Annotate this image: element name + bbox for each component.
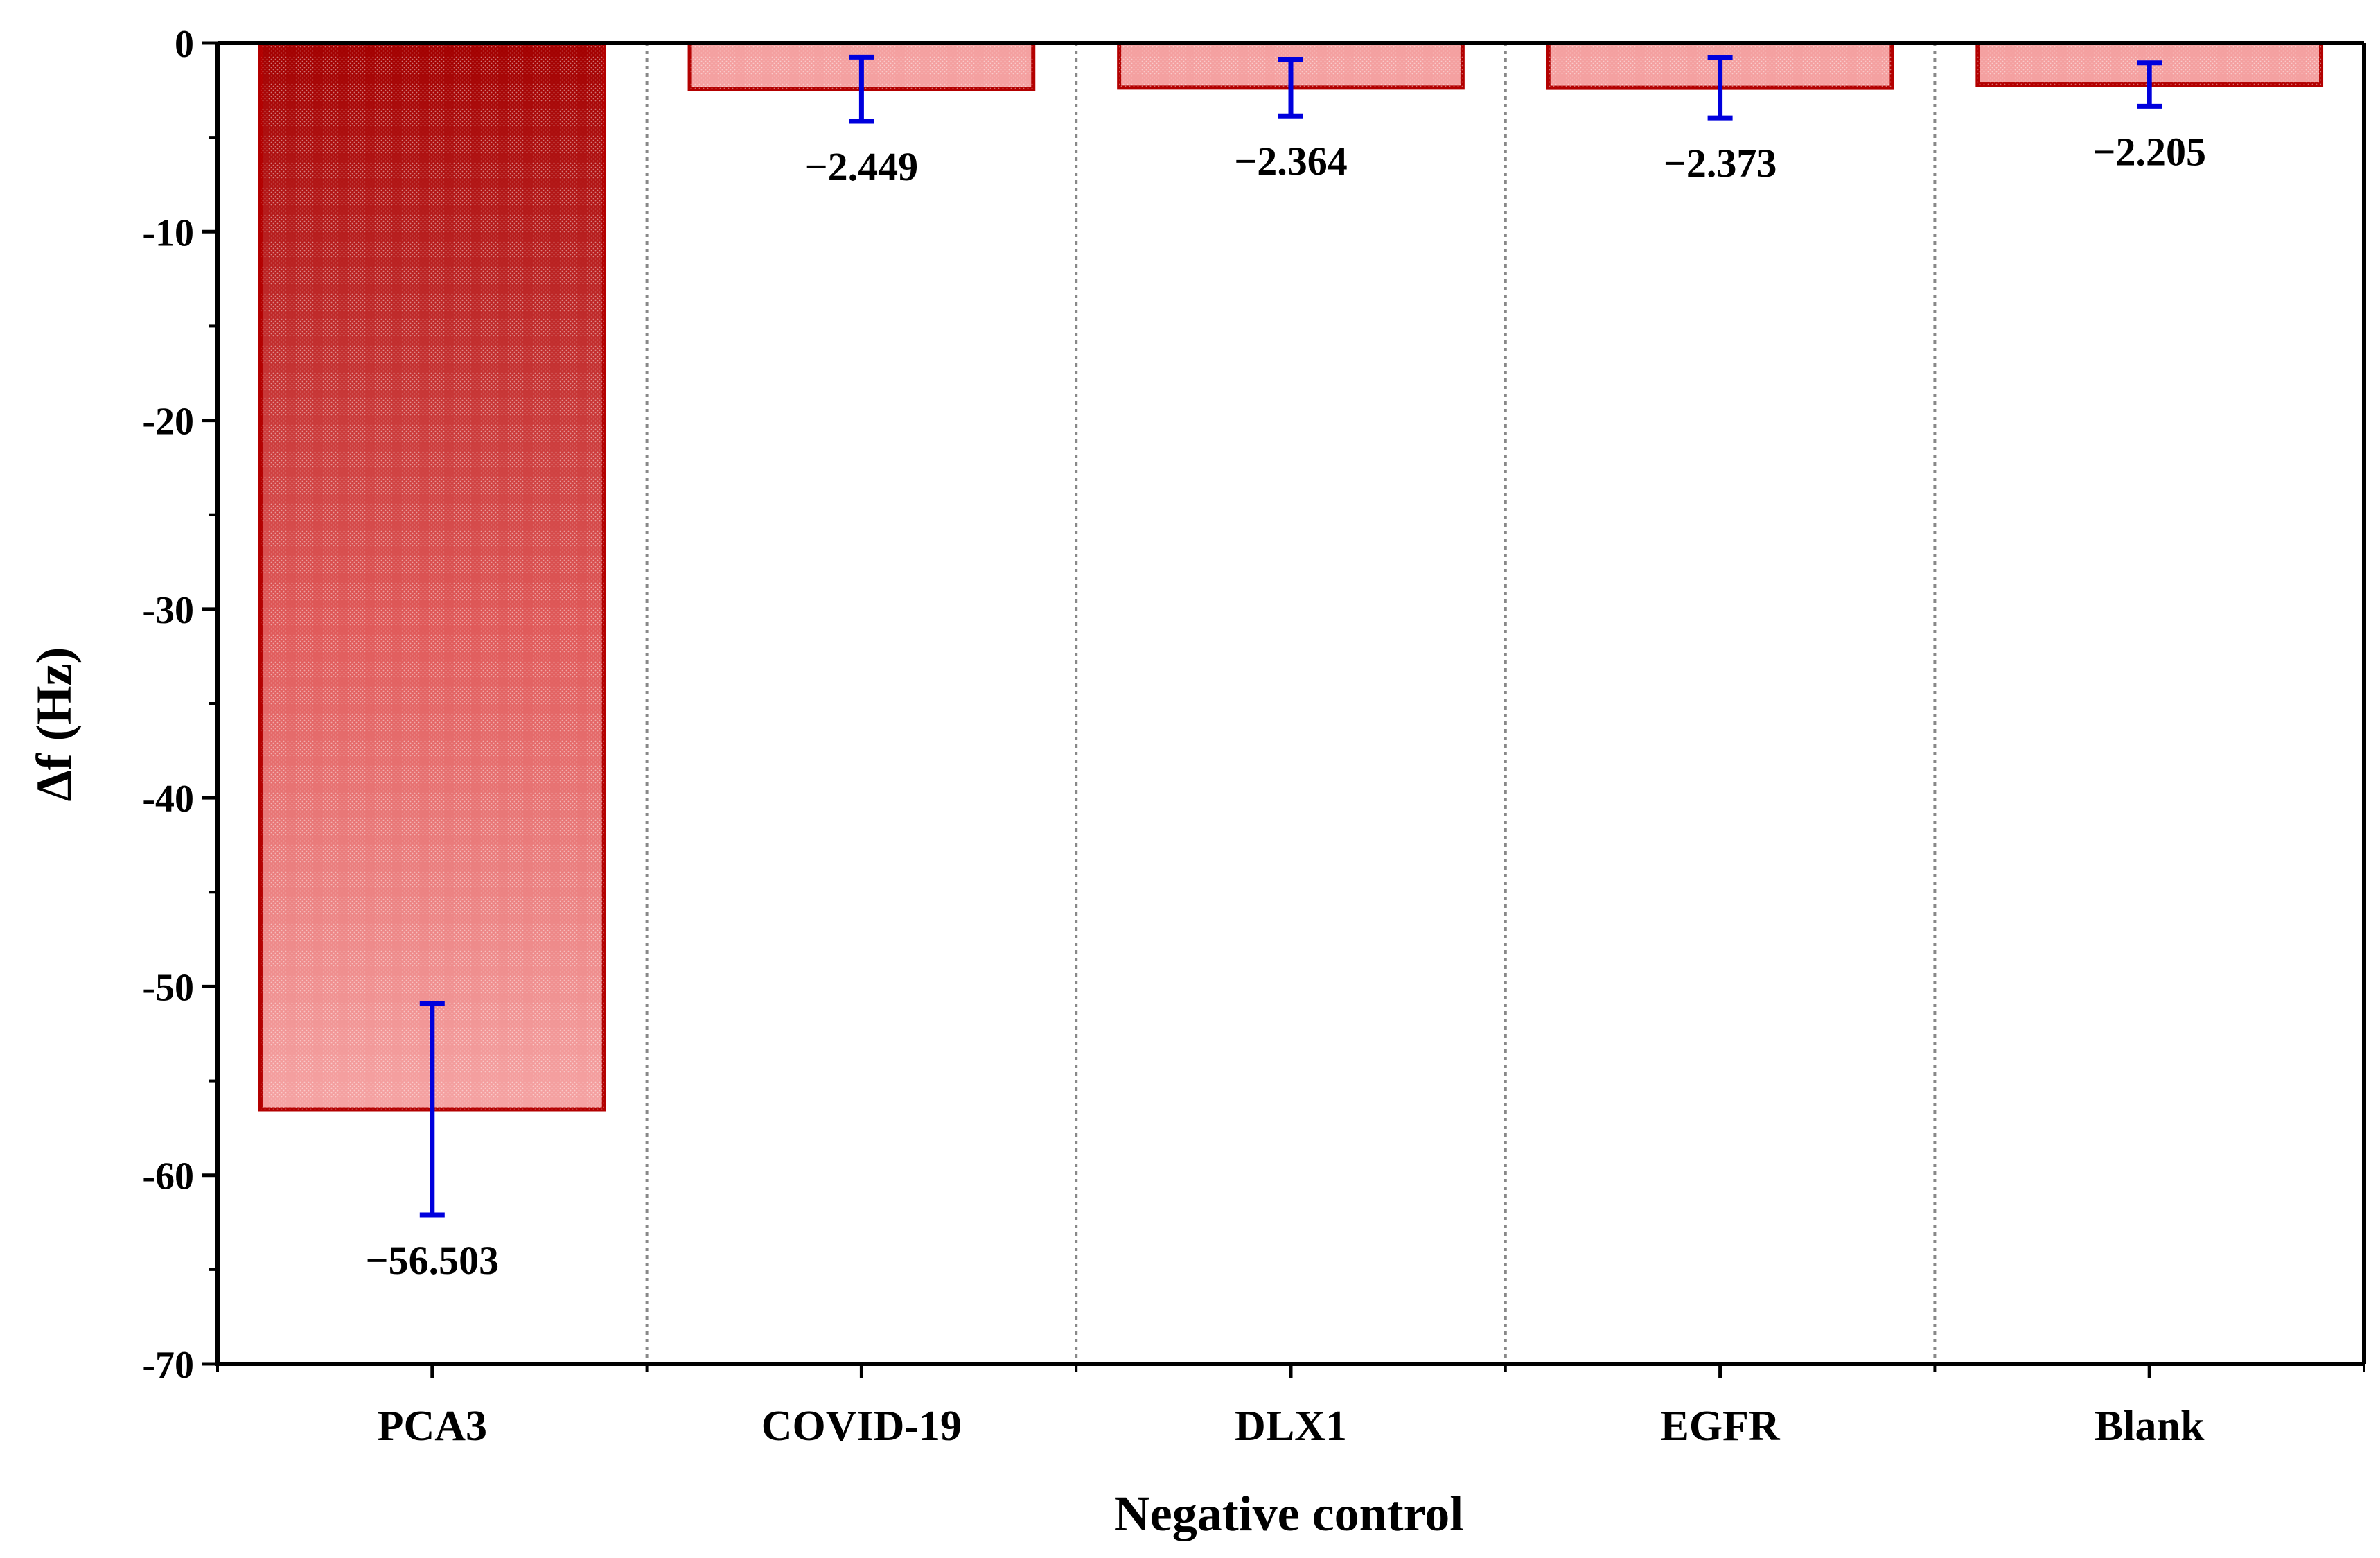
data-label: −2.205 [2092, 129, 2206, 174]
y-tick-label: -60 [142, 1155, 194, 1198]
y-tick-label: -30 [142, 589, 194, 632]
x-tick-label: EGFR [1660, 1403, 1780, 1450]
data-label: −2.449 [805, 144, 919, 189]
y-axis-title: Δf (Hz) [26, 647, 82, 801]
bar-texture [260, 43, 604, 1110]
y-tick-label: 0 [175, 23, 194, 66]
x-tick-label: Blank [2095, 1403, 2205, 1450]
axes-group [202, 41, 2366, 1378]
y-tick-label: -70 [142, 1344, 194, 1387]
bars-group [258, 41, 2324, 1112]
category-separators [645, 43, 1937, 1364]
y-tick-label: -40 [142, 778, 194, 821]
data-label: −56.503 [366, 1238, 500, 1283]
data-label: −2.364 [1234, 139, 1348, 184]
y-tick-label: -10 [142, 211, 194, 254]
y-tick-label: -20 [142, 401, 194, 444]
x-tick-label: DLX1 [1235, 1403, 1347, 1450]
x-tick-label: COVID-19 [761, 1403, 962, 1450]
x-axis-title: Negative control [1114, 1486, 1464, 1541]
y-tick-label: -50 [142, 966, 194, 1009]
x-tick-label: PCA3 [378, 1403, 487, 1450]
error-bars-group [419, 54, 2162, 1218]
data-label: −2.373 [1664, 141, 1777, 186]
labels-group: −56.503 PCA3 −2.449 COVID-19 −2.364 DLX1 −2.37… [142, 23, 2206, 1450]
